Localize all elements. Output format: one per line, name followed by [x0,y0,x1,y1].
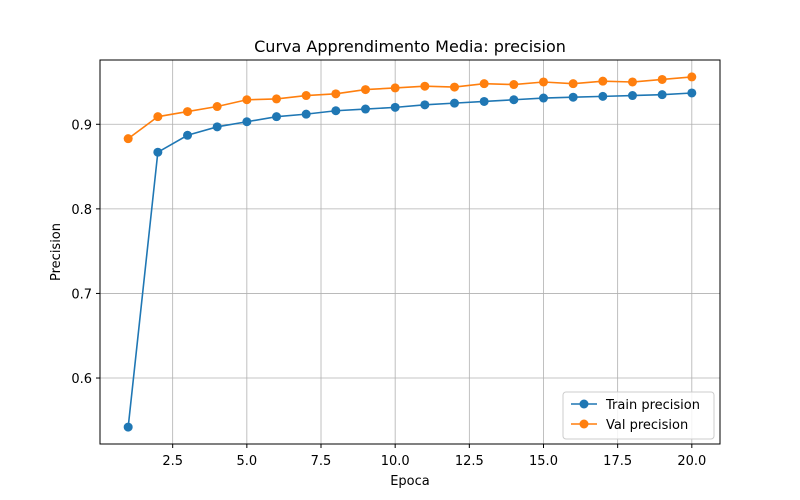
data-point [123,422,133,432]
series-group [123,72,697,432]
data-point [598,76,608,86]
data-point [153,112,163,122]
data-point [272,112,282,122]
x-tick-label: 20.0 [677,454,706,469]
series-line-1 [127,76,692,140]
legend: Train precision Val precision [562,391,715,440]
data-point [301,109,311,119]
y-tick-label: 0.9 [71,118,92,133]
chart-title: Curva Apprendimento Media: precision [254,37,566,56]
x-tick-label: 5.0 [236,454,257,469]
data-point [390,83,400,93]
y-tick-label: 0.7 [71,287,92,302]
data-point [627,77,637,87]
data-point [627,91,637,101]
x-tick-label: 7.5 [311,454,332,469]
data-point [687,72,697,82]
data-point [598,91,608,101]
data-point [657,74,667,84]
data-point [183,130,193,140]
y-axis-label: Precision [49,223,64,281]
x-tick-label: 17.5 [603,454,632,469]
data-point [538,93,548,103]
legend-box [562,391,715,440]
y-axis-ticks: 0.6 0.7 0.8 0.9 [71,118,100,387]
legend-entry-label: Train precision [605,398,700,413]
data-point [509,95,519,105]
data-point [123,134,133,144]
grid-lines [100,60,720,444]
x-tick-label: 12.5 [455,454,484,469]
data-point [479,96,489,106]
data-point [242,117,252,127]
x-axis-ticks: 2.5 5.0 7.5 10.0 12.5 15.0 17.5 20.0 [162,444,706,469]
plot-frame [99,59,721,445]
y-tick-label: 0.8 [71,203,92,218]
data-point [361,104,371,114]
legend-swatch-marker [579,419,589,429]
data-point [449,98,459,108]
y-tick-label: 0.6 [71,372,92,387]
x-axis-label: Epoca [390,474,430,489]
legend-swatch-marker [579,399,589,409]
data-point [183,107,193,117]
data-point [420,81,430,91]
data-point [301,91,311,101]
x-tick-label: 15.0 [529,454,558,469]
data-point [509,80,519,90]
data-point [479,79,489,89]
legend-entry-label: Val precision [606,418,688,433]
data-point [212,102,222,112]
data-point [568,79,578,89]
x-tick-label: 10.0 [381,454,410,469]
data-point [242,95,252,105]
data-point [331,106,341,116]
data-point [568,92,578,102]
data-point [687,88,697,98]
data-point [153,147,163,157]
data-point [390,102,400,112]
data-point [538,77,548,87]
data-point [449,82,459,92]
data-point [361,85,371,95]
data-point [420,100,430,110]
data-point [657,90,667,100]
data-point [272,94,282,104]
series-line-0 [127,92,692,428]
x-tick-label: 2.5 [162,454,183,469]
data-point [212,122,222,132]
data-point [331,89,341,99]
